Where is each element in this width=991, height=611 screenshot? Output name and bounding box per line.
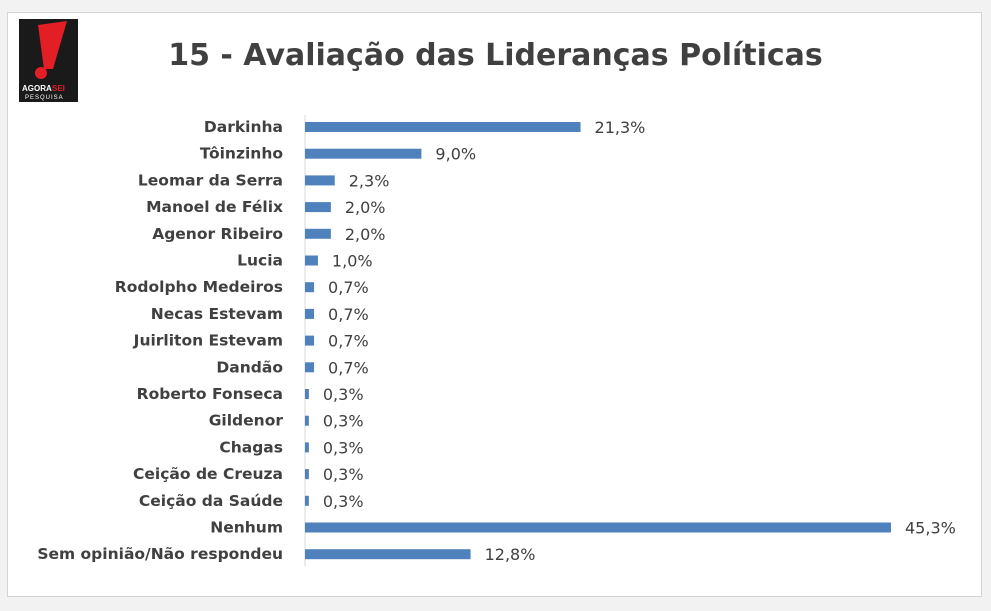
category-label: Dandão	[216, 358, 283, 376]
category-label: Nenhum	[210, 519, 283, 537]
category-label: Leomar da Serra	[138, 171, 283, 189]
data-label: 0,3%	[323, 465, 364, 484]
bar	[305, 495, 309, 506]
category-label: Juirliton Estevam	[133, 332, 283, 350]
data-label: 0,3%	[323, 492, 364, 511]
data-label: 0,3%	[323, 385, 364, 404]
bar	[305, 282, 315, 293]
data-label: 0,7%	[328, 278, 369, 297]
bar	[305, 362, 315, 373]
bar	[305, 389, 309, 399]
category-label: Ceição de Creuza	[133, 465, 283, 483]
category-label: Gildenor	[209, 412, 284, 430]
category-label: Darkinha	[204, 118, 283, 136]
chart-frame	[7, 12, 982, 597]
data-label: 2,3%	[349, 171, 390, 190]
data-label: 0,7%	[328, 305, 369, 324]
category-label: Manoel de Félix	[146, 198, 283, 216]
bar	[305, 549, 471, 560]
data-label: 0,3%	[323, 412, 364, 431]
bar	[305, 202, 331, 213]
bar	[305, 255, 318, 266]
data-label: 21,3%	[595, 118, 646, 137]
category-label: Roberto Fonseca	[137, 385, 283, 403]
category-label: Chagas	[219, 438, 283, 456]
category-label: Rodolpho Medeiros	[115, 278, 283, 296]
data-label: 0,7%	[328, 332, 369, 351]
agora-sei-logo: AGORA SEI PESQUISA	[19, 19, 78, 102]
category-label: Lucia	[237, 252, 283, 270]
category-label: Tôinzinho	[200, 145, 283, 163]
category-label: Necas Estevam	[151, 305, 283, 323]
data-label: 1,0%	[332, 252, 373, 271]
chart-title: 15 - Avaliação das Lideranças Políticas	[168, 38, 823, 73]
bar	[305, 308, 315, 319]
data-label: 45,3%	[905, 519, 956, 538]
svg-text:SEI: SEI	[52, 84, 65, 93]
bar	[305, 175, 335, 186]
data-label: 12,8%	[485, 545, 536, 564]
data-label: 2,0%	[345, 225, 386, 244]
bar	[305, 148, 422, 159]
svg-text:PESQUISA: PESQUISA	[25, 95, 64, 101]
category-label: Sem opinião/Não respondeu	[37, 545, 283, 563]
data-label: 0,7%	[328, 358, 369, 377]
bar	[305, 415, 309, 426]
bar	[305, 228, 331, 239]
bar	[305, 522, 891, 533]
svg-text:AGORA: AGORA	[22, 84, 52, 93]
bar	[305, 442, 309, 453]
category-label: Agenor Ribeiro	[152, 225, 283, 243]
bar	[305, 122, 581, 132]
data-label: 9,0%	[435, 145, 476, 164]
bar	[305, 335, 315, 346]
data-label: 2,0%	[345, 198, 386, 217]
data-label: 0,3%	[323, 438, 364, 457]
bar	[305, 469, 309, 480]
category-label: Ceição da Saúde	[139, 492, 283, 510]
